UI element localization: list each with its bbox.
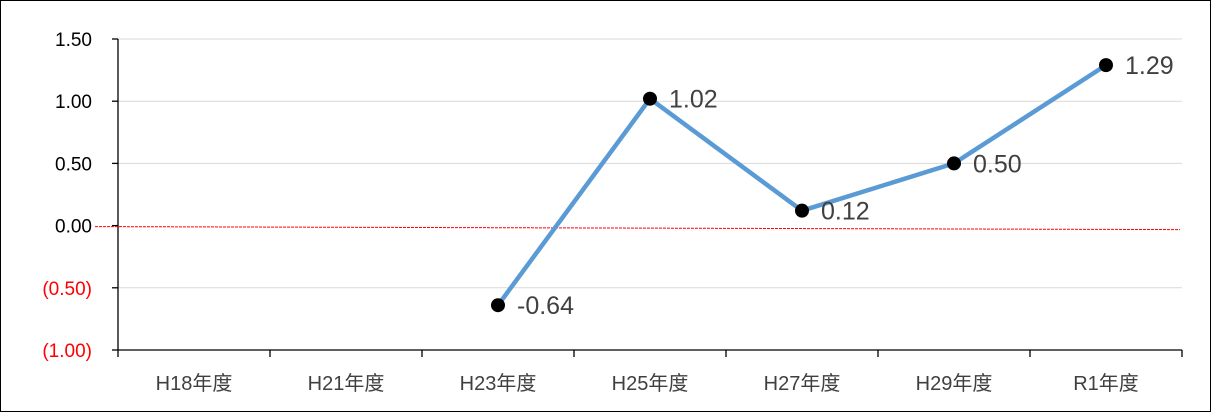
data-point — [947, 156, 961, 171]
data-point — [795, 203, 809, 218]
y-tick-label: 0.50 — [55, 154, 92, 175]
data-labels: -0.64 1.02 0.12 0.50 1.29 — [517, 52, 1174, 320]
zero-reference-line — [94, 226, 1181, 231]
x-tick-label: H25年度 — [612, 372, 689, 395]
data-point — [1099, 58, 1113, 73]
x-tick-label: H27年度 — [764, 372, 841, 395]
data-label: 1.29 — [1125, 52, 1174, 80]
y-tick-label: 0.00 — [55, 217, 92, 238]
y-tick-labels: 1.50 1.00 0.50 0.00 (0.50) (1.00) — [42, 30, 92, 362]
y-tick-label: 1.50 — [55, 30, 92, 51]
data-label: 0.12 — [821, 198, 870, 226]
x-tick-label: H21年度 — [308, 372, 385, 395]
data-label: 0.50 — [973, 150, 1022, 178]
data-label: 1.02 — [669, 86, 718, 114]
y-tick-label: (1.00) — [42, 341, 92, 362]
x-tick-label: H23年度 — [460, 372, 537, 395]
y-tick-label: (0.50) — [42, 279, 92, 300]
data-point — [643, 91, 657, 106]
axes — [94, 38, 1183, 357]
series — [491, 58, 1113, 313]
x-tick-label: R1年度 — [1073, 372, 1139, 395]
data-label: -0.64 — [517, 292, 574, 320]
x-tick-label: H29年度 — [916, 372, 993, 395]
x-tick-label: H18年度 — [156, 372, 233, 395]
y-tick-label: 1.00 — [55, 92, 92, 113]
x-tick-labels: H18年度 H21年度 H23年度 H25年度 H27年度 H29年度 R1年度 — [156, 372, 1139, 395]
data-point — [491, 298, 505, 313]
gridlines — [118, 38, 1182, 289]
